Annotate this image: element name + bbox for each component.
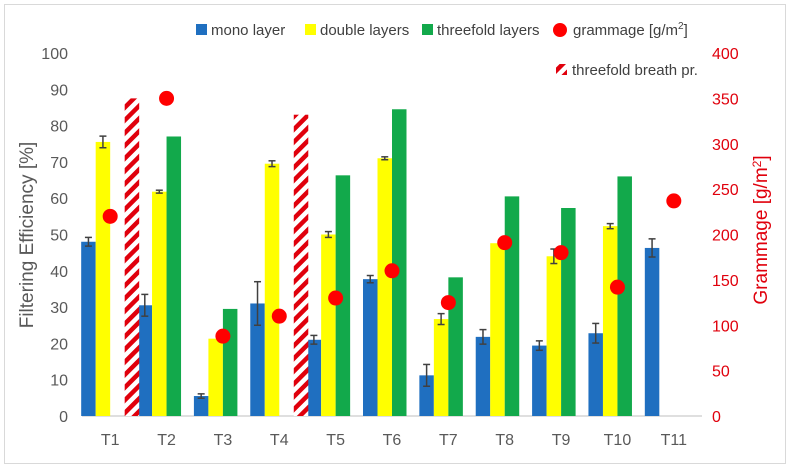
legend-label-double-layers: double layers	[320, 22, 409, 39]
bar	[561, 208, 576, 416]
grammage-point	[384, 263, 400, 279]
bar	[152, 191, 167, 416]
legend-swatch-threefold-layers	[422, 24, 433, 35]
y-tick-label-left: 90	[50, 82, 68, 99]
bar	[546, 256, 562, 416]
y-tick-label-right: 150	[712, 273, 739, 290]
bar	[137, 305, 153, 416]
bar	[264, 163, 280, 416]
grammage-point	[271, 308, 287, 324]
bar	[644, 247, 660, 416]
grammage-point	[666, 193, 682, 209]
bar	[166, 136, 182, 417]
y-axis-ticks-right: 0 50 100 150 200 250 300 350 400	[712, 46, 739, 426]
x-tick-label: T8	[495, 432, 514, 449]
y-tick-label-left: 10	[50, 373, 68, 390]
x-tick-label: T3	[214, 432, 233, 449]
x-tick-label: T7	[439, 432, 458, 449]
x-tick-label: T11	[661, 432, 687, 449]
bar	[208, 338, 223, 416]
bar	[490, 243, 505, 416]
x-tick-label: T10	[604, 432, 632, 449]
x-tick-label: T6	[383, 432, 402, 449]
y-tick-label-right: 250	[712, 182, 739, 199]
y-tick-label-left: 100	[41, 46, 68, 63]
error-bars	[84, 135, 656, 399]
bar	[602, 226, 618, 416]
bar	[81, 241, 96, 416]
bar	[193, 396, 209, 416]
x-tick-label: T4	[270, 432, 289, 449]
grammage-point	[553, 245, 569, 261]
y-tick-label-left: 0	[59, 409, 68, 426]
bar	[222, 308, 238, 416]
bar	[475, 336, 491, 416]
x-tick-label: T5	[326, 432, 345, 449]
grammage-point	[102, 208, 118, 224]
y-tick-label-right: 350	[712, 91, 739, 108]
y-tick-label-left: 40	[50, 264, 68, 281]
bar	[306, 339, 322, 416]
y-tick-label-right: 50	[712, 364, 730, 381]
y-axis-title-left: Filtering Efficiency [%]	[17, 142, 38, 329]
y-tick-label-left: 80	[50, 119, 68, 136]
y-axis-ticks-left: 0 10 20 30 40 50 60 70 80 90 100	[41, 46, 68, 426]
y-tick-label-right: 300	[712, 137, 739, 154]
x-tick-label: T9	[552, 432, 571, 449]
bar	[532, 345, 547, 416]
bar	[419, 375, 434, 416]
x-tick-label: T1	[101, 432, 120, 449]
bars	[81, 98, 660, 417]
legend-swatch-mono-layer	[196, 24, 207, 35]
bar	[293, 114, 309, 417]
bar	[124, 98, 140, 416]
legend-label-mono-layer: mono layer	[211, 22, 285, 39]
grammage-markers	[102, 90, 682, 344]
legend-swatch-double-layers	[305, 24, 316, 35]
bar	[363, 279, 378, 416]
legend-label-grammage: grammage [g/m2]	[573, 21, 688, 39]
y-tick-label-left: 50	[50, 228, 68, 245]
y-axis-title-right: Grammage [g/m2]	[750, 155, 772, 304]
y-tick-label-left: 60	[50, 191, 68, 208]
y-tick-label-left: 20	[50, 336, 68, 353]
x-tick-label: T2	[157, 432, 176, 449]
grammage-point	[159, 90, 175, 106]
grammage-point	[215, 328, 231, 344]
legend-label-threefold-breath: threefold breath pr.	[572, 62, 698, 79]
legend-swatch-threefold-breath	[556, 64, 567, 75]
grammage-point	[328, 290, 344, 306]
legend-marker-grammage	[553, 23, 567, 37]
bar	[504, 196, 520, 416]
y-tick-label-right: 0	[712, 409, 721, 426]
y-tick-label-left: 30	[50, 300, 68, 317]
bar	[335, 175, 351, 416]
bar	[250, 303, 265, 416]
bar	[321, 234, 336, 416]
bar	[617, 176, 632, 416]
bar	[377, 158, 392, 416]
bar	[448, 277, 463, 416]
bar	[433, 319, 449, 416]
legend-label-threefold-layers: threefold layers	[437, 22, 540, 39]
grammage-point	[609, 279, 625, 295]
x-axis-ticks: T1 T2 T3 T4 T5 T6 T7 T8 T9 T10 T11	[101, 432, 687, 449]
legend: mono layer double layers threefold layer…	[196, 21, 698, 79]
grammage-point	[440, 295, 456, 311]
bar	[392, 109, 407, 416]
y-tick-label-right: 200	[712, 228, 739, 245]
bar	[95, 141, 111, 416]
y-tick-label-right: 400	[712, 46, 739, 63]
y-tick-label-left: 70	[50, 155, 68, 172]
grammage-point	[497, 235, 513, 251]
bar	[588, 333, 603, 416]
y-tick-label-right: 100	[712, 318, 739, 335]
